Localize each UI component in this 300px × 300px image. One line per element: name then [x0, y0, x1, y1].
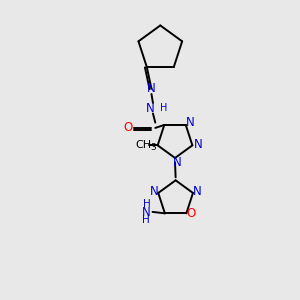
Text: N: N — [193, 185, 202, 198]
Text: 3: 3 — [150, 143, 155, 152]
Text: O: O — [187, 207, 196, 220]
Text: N: N — [173, 156, 182, 169]
Text: H: H — [143, 199, 151, 209]
Text: N: N — [194, 138, 203, 151]
Text: N: N — [150, 185, 158, 198]
Text: H: H — [160, 103, 168, 112]
Text: H: H — [142, 215, 150, 225]
Text: N: N — [147, 82, 156, 95]
Text: N: N — [185, 116, 194, 129]
Text: CH: CH — [135, 140, 151, 150]
Text: O: O — [123, 122, 133, 134]
Text: N: N — [142, 206, 150, 219]
Text: N: N — [146, 102, 155, 115]
